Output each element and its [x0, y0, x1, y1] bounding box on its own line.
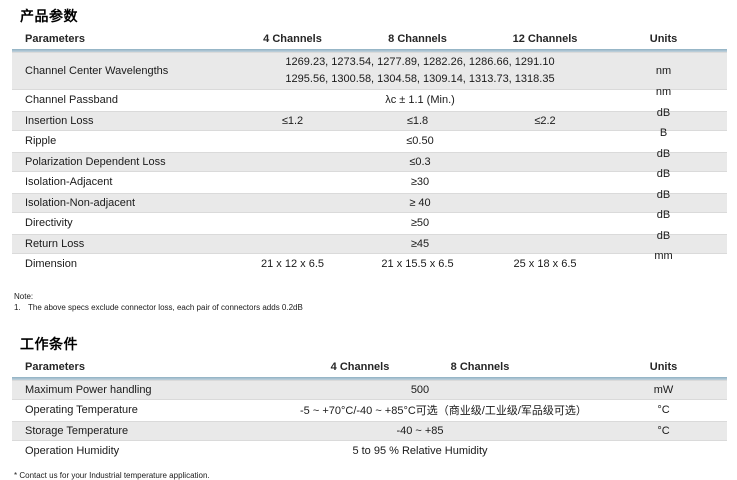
table-row-maximum-power-handling: Maximum Power handling 500 mW [12, 379, 727, 401]
footnote: * Contact us for your Industrial tempera… [14, 470, 210, 480]
row-param-label: Operation Humidity [25, 445, 120, 458]
row-value-8ch: ≤1.8 [406, 114, 429, 127]
row-value: ≥ 40 [409, 196, 431, 209]
row-value: -40 ~ +85 [396, 424, 444, 437]
row-value: ≥50 [410, 217, 430, 230]
col-header-12channels: 12 Channels [512, 33, 578, 45]
row-param-label: Maximum Power handling [25, 383, 152, 396]
table-row-insertion-loss: Insertion Loss ≤1.2 ≤1.8 ≤2.2 dB [12, 107, 727, 131]
table-row-operating-temperature: Operating Temperature -5 ~ +70°C/-40 ~ +… [12, 400, 727, 421]
row-param-label: Return Loss [25, 237, 85, 250]
table-row-ripple: Ripple ≤0.50 B [12, 127, 727, 152]
table-row-dimension: Dimension 21 x 12 x 6.5 21 x 15.5 x 6.5 … [12, 250, 727, 275]
section1-title: 产品参数 [20, 9, 78, 25]
col-header-4channels: 4 Channels [263, 33, 322, 45]
row-value: ≤0.3 [409, 155, 431, 168]
row-param-label: Channel Passband [25, 94, 118, 107]
header-rule [12, 376, 727, 380]
row-value-4ch: ≤1.2 [281, 114, 304, 127]
table-row-isolation-adjacent: Isolation-Adjacent ≥30 dB [12, 168, 727, 193]
row-value-12ch: 25 x 18 x 6.5 [513, 258, 577, 271]
unit-text: B [659, 127, 668, 140]
header-rule [12, 49, 727, 52]
note-item: 1. The above specs exclude connector los… [14, 302, 737, 314]
row-unit: nm [600, 86, 727, 106]
table-row-polarization-dependent-loss: Polarization Dependent Loss ≤0.3 dB [12, 148, 727, 172]
row-unit: B [600, 127, 727, 147]
spec-table-header: Parameters 4 Channels 8 Channels 12 Chan… [12, 28, 727, 49]
unit-text: °C [657, 404, 670, 417]
row-unit: dB [600, 107, 727, 127]
row-value: ≥30 [410, 176, 430, 189]
operating-conditions-table: Parameters 4 Channels 8 Channels Units M… [12, 356, 727, 462]
table-row-operation-humidity: Operation Humidity 5 to 95 % Relative Hu… [12, 441, 727, 462]
row-param-label: Isolation-Adjacent [25, 176, 113, 189]
col-header-parameters: Parameters [25, 360, 85, 373]
table-row-storage-temperature: Storage Temperature -40 ~ +85 °C [12, 420, 727, 442]
col-header-8channels: 8 Channels [388, 33, 447, 45]
row-value: 500 [410, 383, 430, 396]
row-param-label: Operating Temperature [25, 404, 138, 417]
col-header-parameters: Parameters [25, 33, 85, 45]
note-item-text: The above specs exclude connector loss, … [28, 303, 303, 313]
note-block: Note: 1. The above specs exclude connect… [14, 291, 737, 314]
row-param-label: Polarization Dependent Loss [25, 155, 166, 168]
row-value: ≤0.50 [406, 135, 434, 148]
row-unit: °C [600, 425, 727, 437]
table-row-directivity: Directivity ≥50 dB [12, 209, 727, 234]
unit-text: dB [656, 188, 671, 201]
table-row-channel-passband: Channel Passband λc ± 1.1 (Min.) nm [12, 86, 727, 111]
table-row-return-loss: Return Loss ≥45 dB [12, 230, 727, 254]
col-header-8channels: 8 Channels [450, 360, 510, 373]
row-unit: dB [600, 189, 727, 209]
unit-text: dB [656, 106, 671, 119]
unit-text: nm [655, 86, 672, 99]
row-param-label: Ripple [25, 135, 57, 148]
row-value: 1269.23, 1273.54, 1277.89, 1282.26, 1286… [240, 54, 600, 88]
wavelengths-line1: 1269.23, 1273.54, 1277.89, 1282.26, 1286… [285, 56, 555, 68]
row-unit: dB [600, 168, 727, 188]
row-unit: dB [600, 209, 727, 229]
row-param-label: Storage Temperature [25, 424, 129, 437]
section2-title: 工作条件 [20, 336, 78, 353]
col-header-units: Units [649, 360, 678, 373]
row-param-label: Channel Center Wavelengths [25, 65, 169, 77]
spec-table: Parameters 4 Channels 8 Channels 12 Chan… [12, 28, 727, 275]
note-item-number: 1. [14, 303, 21, 313]
col-header-units: Units [649, 33, 678, 45]
row-unit: °C [600, 404, 727, 416]
row-param-label: Isolation-Non-adjacent [25, 196, 136, 209]
row-value: 5 to 95 % Relative Humidity [352, 445, 488, 458]
row-value-8ch: 21 x 15.5 x 6.5 [381, 258, 454, 271]
wavelengths-line2: 1295.56, 1300.58, 1304.58, 1309.14, 1313… [285, 73, 555, 85]
unit-text: mm [654, 250, 673, 263]
row-value: ≥45 [410, 237, 430, 250]
row-unit: dB [600, 230, 727, 250]
unit-text: dB [656, 229, 671, 242]
row-param-label: Insertion Loss [25, 114, 94, 127]
unit-text: dB [656, 147, 671, 160]
row-unit: dB [600, 148, 727, 168]
unit-text: mW [653, 383, 674, 396]
row-param-label: Dimension [25, 258, 77, 271]
col-header-4channels: 4 Channels [330, 360, 390, 373]
row-value: λc ± 1.1 (Min.) [385, 94, 455, 107]
table-row-channel-center-wavelengths: Channel Center Wavelengths 1269.23, 1273… [12, 52, 727, 90]
row-value-12ch: ≤2.2 [534, 114, 556, 127]
row-unit: nm [600, 65, 727, 77]
unit-text: °C [657, 424, 670, 437]
row-unit: mm [600, 250, 727, 270]
row-unit: mW [600, 384, 727, 396]
row-param-label: Directivity [25, 217, 73, 230]
unit-text: dB [656, 168, 671, 181]
unit-text: dB [656, 209, 671, 222]
unit-text: nm [655, 65, 672, 77]
row-value: -5 ~ +70°C/-40 ~ +85°C可选（商业级/工业级/军品级可选） [300, 405, 587, 418]
note-label: Note: [14, 291, 34, 301]
conditions-table-header: Parameters 4 Channels 8 Channels Units [12, 356, 727, 377]
table-row-isolation-non-adjacent: Isolation-Non-adjacent ≥ 40 dB [12, 189, 727, 213]
row-value-4ch: 21 x 12 x 6.5 [261, 258, 324, 271]
